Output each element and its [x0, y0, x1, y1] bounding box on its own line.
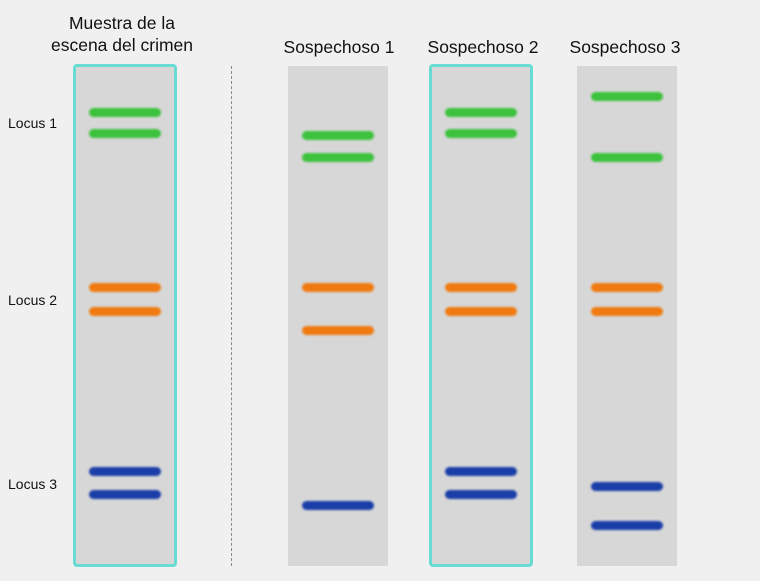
locus-1-label: Locus 1 [8, 115, 58, 131]
locus-3-band [302, 500, 374, 510]
locus-2-band [89, 306, 161, 316]
locus-2-band [591, 306, 663, 316]
locus-2-band [89, 282, 161, 292]
locus-1-band [302, 130, 374, 140]
crime-scene-lane [73, 64, 177, 567]
locus-3-label: Locus 3 [8, 476, 58, 492]
locus-1-band [302, 152, 374, 162]
locus-1-band [591, 152, 663, 162]
locus-1-band [591, 91, 663, 101]
locus-1-band [89, 107, 161, 117]
locus-1-band [445, 107, 517, 117]
locus-3-band [445, 489, 517, 499]
suspect-2-lane [429, 64, 533, 567]
crime-scene-title: Muestra de la escena del crimen [36, 12, 208, 56]
crime-scene-title-line1: Muestra de la [68, 13, 176, 33]
suspect-1-lane [288, 66, 388, 566]
suspect-3-lane [577, 66, 677, 566]
locus-1-band [445, 128, 517, 138]
locus-2-band [302, 325, 374, 335]
sample-divider [231, 66, 232, 566]
locus-2-band [445, 306, 517, 316]
locus-2-label: Locus 2 [8, 292, 58, 308]
crime-scene-title-line2: escena del crimen [50, 35, 194, 55]
locus-3-band [591, 481, 663, 491]
locus-3-band [445, 466, 517, 476]
locus-3-band [89, 466, 161, 476]
locus-2-band [445, 282, 517, 292]
suspect-3-title: Sospechoso 3 [569, 37, 681, 57]
locus-3-band [591, 520, 663, 530]
locus-3-band [89, 489, 161, 499]
locus-1-band [89, 128, 161, 138]
suspect-1-title: Sospechoso 1 [283, 37, 395, 57]
locus-2-band [591, 282, 663, 292]
suspect-2-title: Sospechoso 2 [427, 37, 539, 57]
locus-2-band [302, 282, 374, 292]
